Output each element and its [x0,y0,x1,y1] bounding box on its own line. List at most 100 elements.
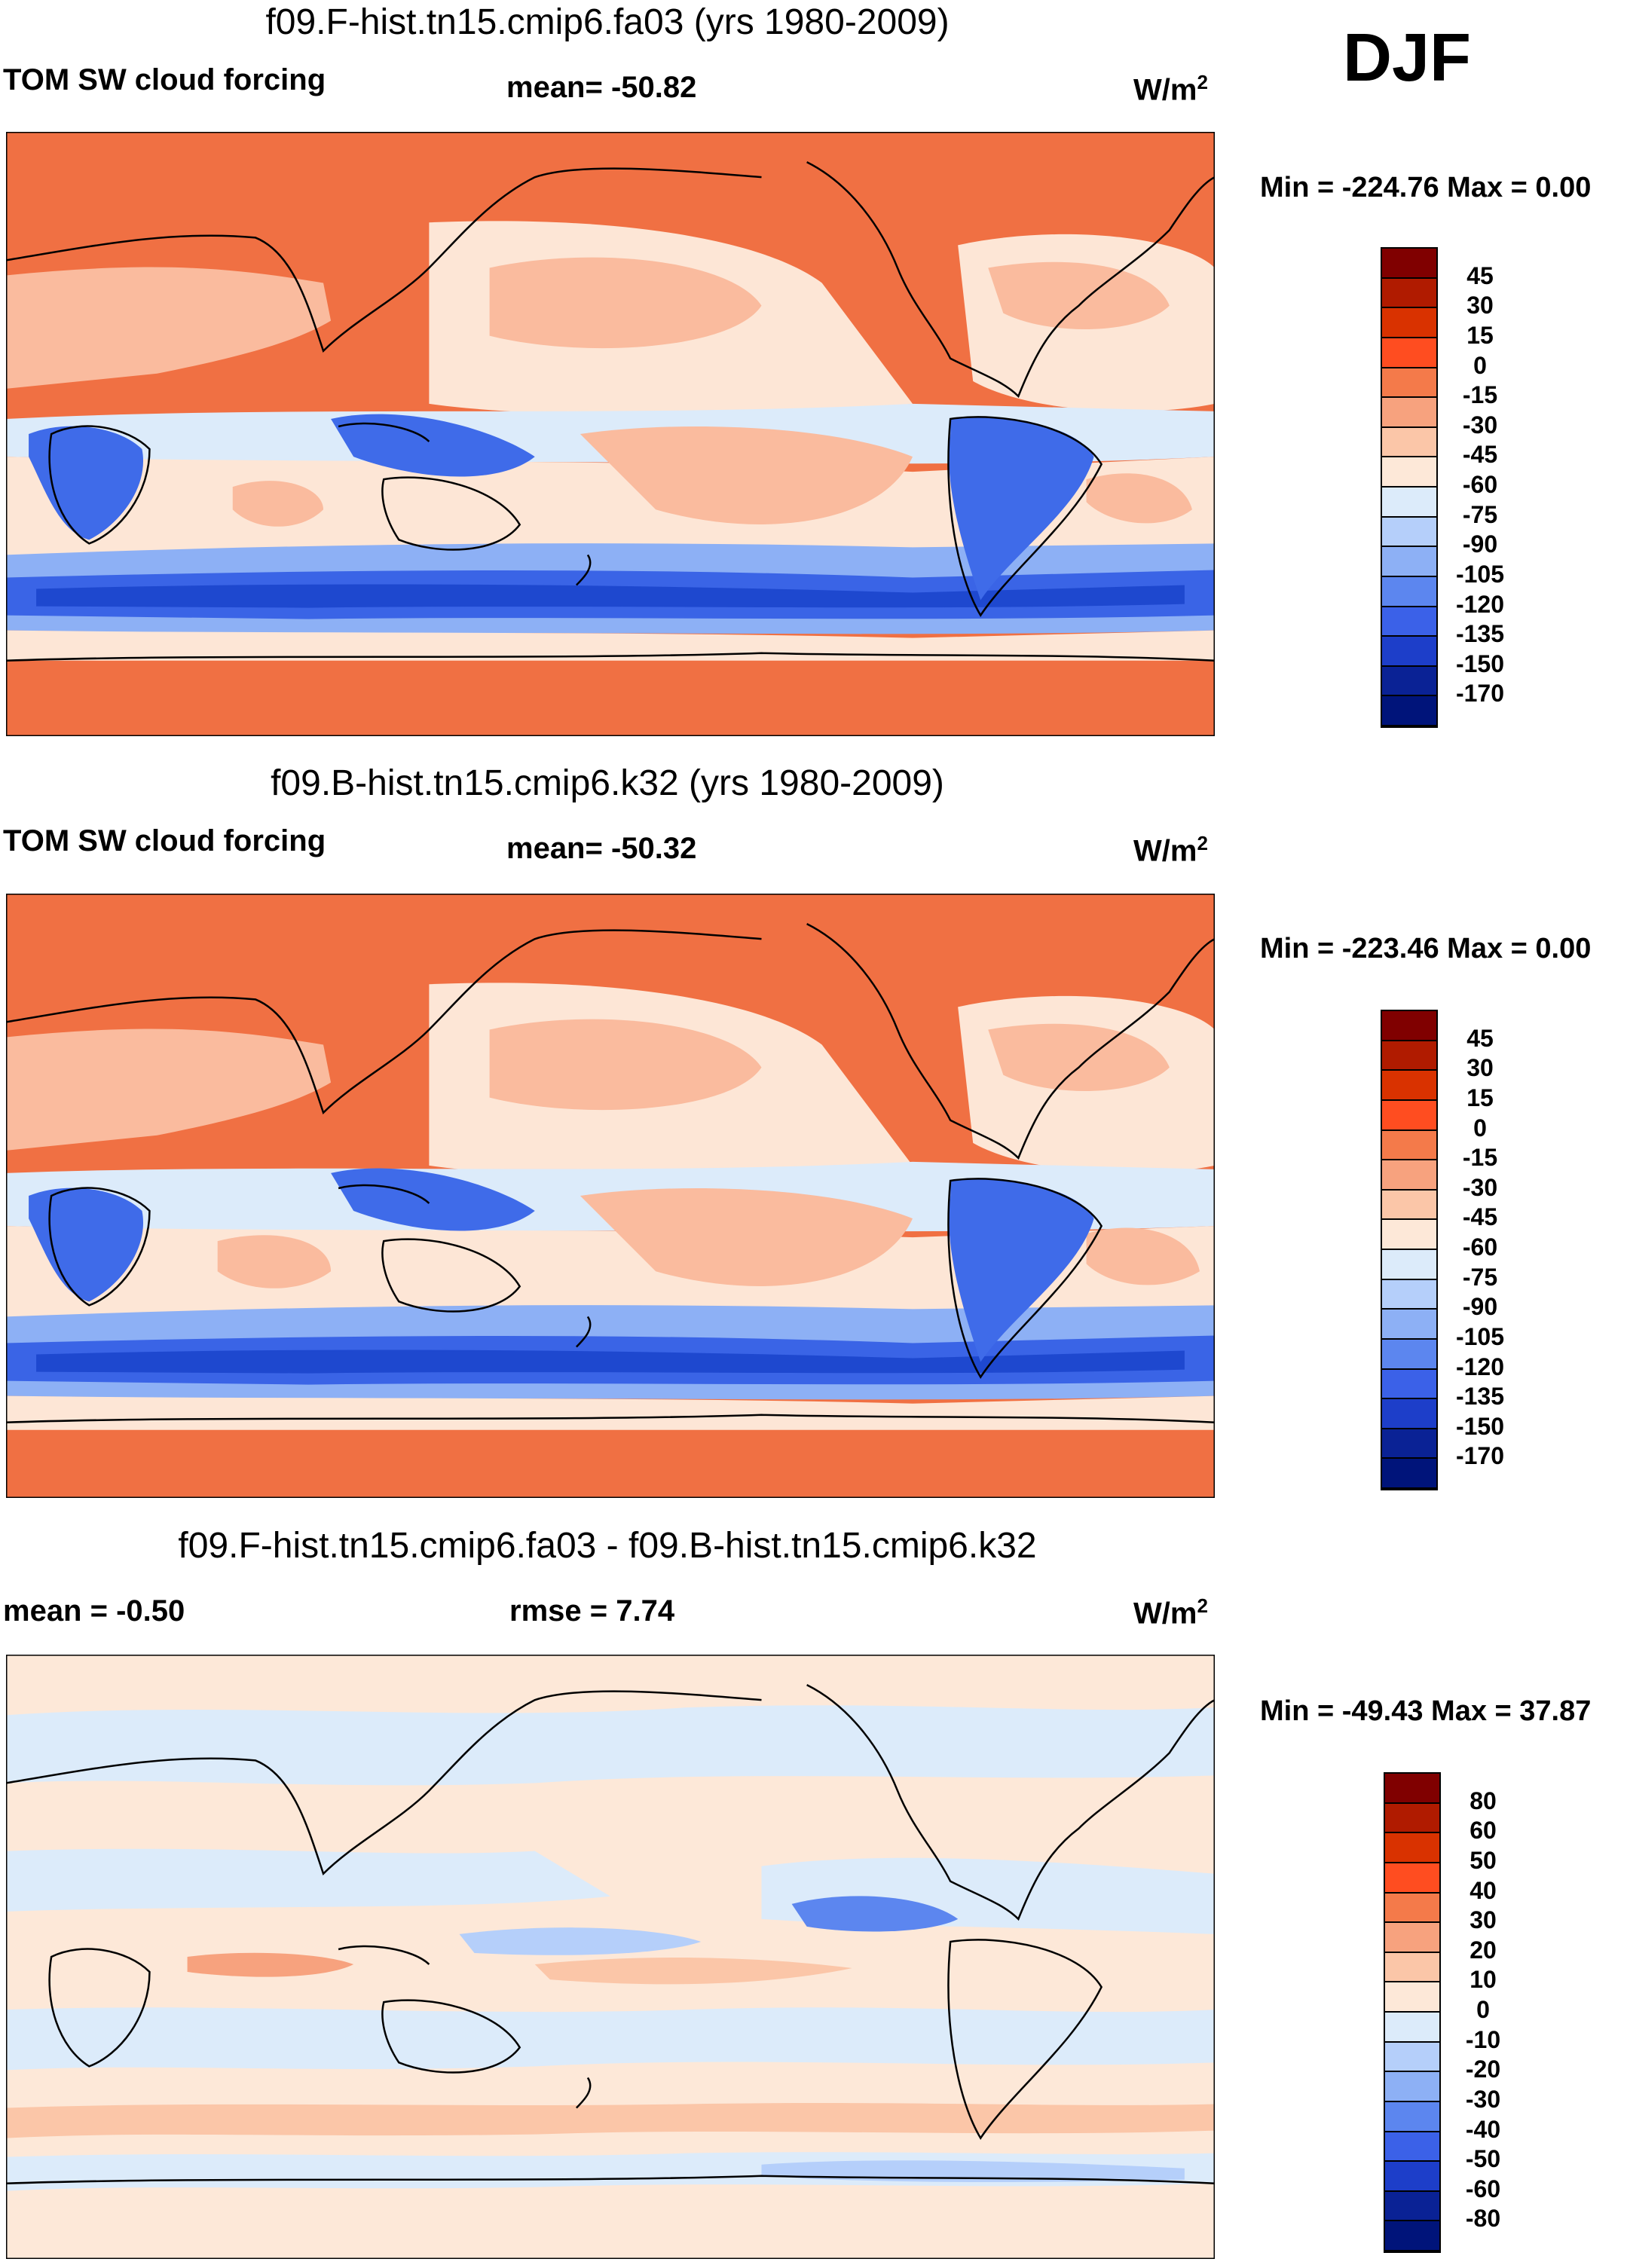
colorbar-tick-label: -135 [1455,1383,1505,1411]
colorbar-tick-label: -90 [1462,1293,1498,1321]
panel-1-map-svg [6,132,1215,736]
panel-2-units: W/m2 [1133,832,1208,868]
colorbar-tick-label: -45 [1462,441,1498,469]
colorbar-swatch [1382,1220,1436,1250]
colorbar-swatch [1385,1833,1439,1863]
colorbar-swatch [1385,1774,1439,1804]
colorbar-tick-label: 20 [1469,1936,1497,1964]
colorbar-tick-label: -20 [1465,2056,1501,2083]
colorbar-tick-label: -60 [1462,471,1498,498]
panel-2-colorbar [1381,1010,1438,1490]
panel-1-mean-label: mean= -50.82 [506,71,697,104]
colorbar-tick-label: -170 [1455,1442,1505,1470]
colorbar-tick-label: -30 [1462,411,1498,439]
colorbar-tick-label: -60 [1462,1233,1498,1261]
colorbar-swatch [1382,696,1436,726]
colorbar-tick-label: -30 [1462,1173,1498,1201]
panel-3-units: W/m2 [1133,1594,1208,1631]
colorbar-tick-label: -80 [1465,2205,1501,2233]
panel-3-mean-label: mean = -0.50 [3,1594,185,1628]
colorbar-tick-label: 45 [1466,261,1494,289]
panel-3-minmax: Min = -49.43 Max = 37.87 [1260,1695,1592,1727]
colorbar-swatch [1382,1310,1436,1340]
colorbar-swatch [1382,576,1436,607]
colorbar-tick-label: 15 [1466,321,1494,349]
panel-2-variable-label: TOM SW cloud forcing [3,824,326,857]
colorbar-swatch [1385,2221,1439,2251]
colorbar-tick-label: -135 [1455,620,1505,648]
colorbar-tick-label: 0 [1476,1996,1490,2023]
colorbar-tick-label: -90 [1462,530,1498,558]
colorbar-swatch [1385,2132,1439,2163]
colorbar-swatch [1382,1071,1436,1101]
colorbar-tick-label: -10 [1465,2025,1501,2053]
panel-2-map [6,894,1215,1498]
colorbar-swatch [1382,249,1436,279]
panel-3-map [6,1655,1215,2259]
panel-2-mean-label: mean= -50.32 [506,832,697,865]
colorbar-tick-label: -150 [1455,650,1505,677]
colorbar-tick-label: -45 [1462,1203,1498,1231]
colorbar-swatch [1382,1100,1436,1131]
colorbar-swatch [1382,547,1436,577]
colorbar-tick-label: 30 [1469,1906,1497,1934]
panel-2-map-svg [6,894,1215,1498]
colorbar-tick-label: 10 [1469,1966,1497,1994]
colorbar-tick-label: -120 [1455,1353,1505,1380]
colorbar-swatch [1385,1982,1439,2013]
colorbar-swatch [1385,1893,1439,1924]
colorbar-swatch [1382,1339,1436,1370]
colorbar-tick-label: 60 [1469,1817,1497,1845]
colorbar-swatch [1385,2072,1439,2102]
colorbar-swatch [1382,1369,1436,1400]
colorbar-swatch [1385,1803,1439,1834]
colorbar-tick-label: -105 [1455,560,1505,588]
panel-1-map [6,132,1215,736]
colorbar-tick-label: -15 [1462,381,1498,409]
colorbar-swatch [1385,2162,1439,2192]
colorbar-tick-label: -40 [1465,2115,1501,2143]
colorbar-swatch [1382,517,1436,548]
colorbar-swatch [1385,1952,1439,1983]
colorbar-tick-label: 0 [1473,351,1487,379]
colorbar-tick-label: 30 [1466,1054,1494,1082]
colorbar-swatch [1385,2101,1439,2132]
colorbar-swatch [1382,1279,1436,1310]
colorbar-swatch [1385,1863,1439,1894]
colorbar-swatch [1382,637,1436,667]
panel-2-title: f09.B-hist.tn15.cmip6.k32 (yrs 1980-2009… [271,763,944,803]
colorbar-tick-label: 15 [1466,1084,1494,1111]
panel-1-title: f09.F-hist.tn15.cmip6.fa03 (yrs 1980-200… [265,2,950,42]
colorbar-swatch [1382,398,1436,428]
colorbar-tick-label: 80 [1469,1787,1497,1814]
colorbar-swatch [1382,1041,1436,1071]
panel-2-minmax: Min = -223.46 Max = 0.00 [1260,933,1592,964]
panel-3-colorbar [1384,1772,1441,2253]
colorbar-tick-label: -50 [1465,2145,1501,2173]
colorbar-swatch [1382,1459,1436,1489]
colorbar-swatch [1382,457,1436,488]
colorbar-tick-label: 45 [1466,1024,1494,1052]
colorbar-tick-label: -75 [1462,500,1498,528]
colorbar-swatch [1385,1923,1439,1953]
season-label: DJF [1343,20,1472,96]
colorbar-tick-label: -105 [1455,1322,1505,1350]
panel-3-title: f09.F-hist.tn15.cmip6.fa03 - f09.B-hist.… [178,1526,1037,1566]
colorbar-swatch [1382,368,1436,399]
colorbar-tick-label: -170 [1455,680,1505,708]
colorbar-swatch [1382,1399,1436,1429]
colorbar-swatch [1382,1250,1436,1280]
colorbar-swatch [1382,1429,1436,1460]
panel-1-variable-label: TOM SW cloud forcing [3,63,326,96]
colorbar-tick-label: 0 [1473,1114,1487,1142]
colorbar-swatch [1382,666,1436,697]
colorbar-swatch [1382,607,1436,637]
colorbar-tick-label: -60 [1465,2175,1501,2202]
panel-1-colorbar [1381,247,1438,728]
panel-3-map-svg [6,1655,1215,2259]
colorbar-tick-label: 50 [1469,1846,1497,1874]
panel-1-minmax: Min = -224.76 Max = 0.00 [1260,172,1592,203]
colorbar-tick-label: -75 [1462,1263,1498,1291]
colorbar-swatch [1385,2191,1439,2222]
panel-3-rmse-label: rmse = 7.74 [509,1594,675,1628]
